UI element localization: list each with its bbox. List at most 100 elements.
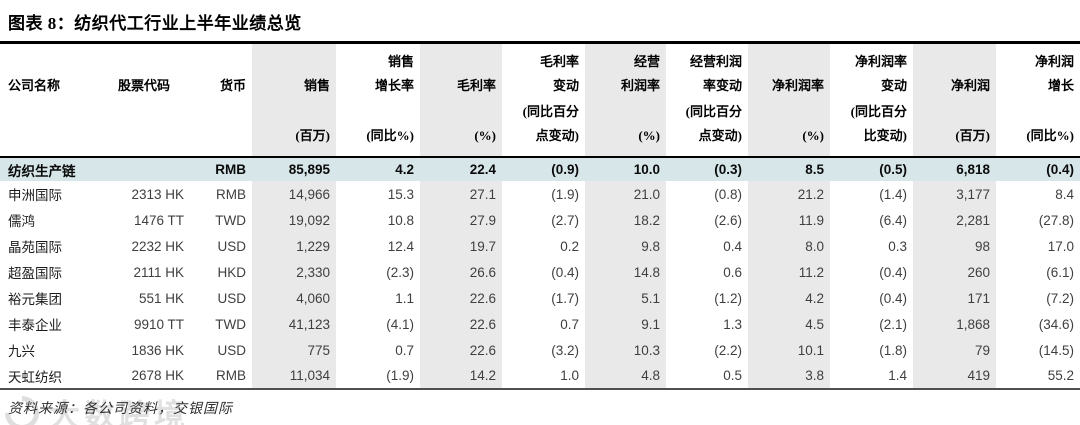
source-note: 资料来源：各公司资料，交银国际 (8, 402, 233, 418)
cell-sales: 11,034 (252, 363, 336, 390)
cell-gm_change: 0.2 (560, 238, 579, 254)
cell-currency: RMB (216, 186, 246, 202)
cell-sales: 41,123 (252, 311, 336, 338)
table-row: 九兴 1836 HK USD 775 0.7 22.6 (3.2) 10.3 (2.2) 10.1… (0, 337, 1080, 364)
cell-net_margin: 4.2 (748, 285, 830, 312)
cell-net_profit: 1,868 (913, 311, 996, 338)
col-unit: (同比百分 点变动) (685, 104, 742, 144)
title-underline (0, 41, 1080, 44)
summary-row: 纺织生产链 RMB 85,895 4.2 22.4 (0.9) 10.0 (0.3) 8.5 (0… (0, 157, 1080, 182)
cell-gm_change: (0.4) (551, 264, 579, 280)
cell-op_margin: 14.8 (585, 259, 666, 286)
cell-net_profit: 79 (913, 337, 996, 364)
cell-opm_change: (0.8) (714, 186, 742, 202)
col-unit: (同比百分 点变动) (522, 104, 579, 144)
col-label: 净利润 增长 (1034, 54, 1074, 94)
cell-gm_change: 1.0 (560, 368, 579, 384)
cell-net_profit: 260 (913, 259, 996, 286)
cell-net_margin: 21.2 (748, 181, 830, 208)
cell-nm_change: (0.4) (879, 290, 907, 306)
cell-sales: 2,330 (252, 259, 336, 286)
cell-sales: 4,060 (252, 285, 336, 312)
cell-op_margin: 5.1 (585, 285, 666, 312)
watermark: 大数跨境 (0, 388, 189, 425)
col-header-np-growth: 净利润 增长 (同比%) (996, 44, 1080, 157)
cell-gross_margin: 22.4 (469, 162, 496, 178)
col-unit (190, 100, 246, 148)
col-unit: (%) (474, 128, 496, 144)
cell-net_profit: 419 (913, 363, 996, 390)
cell-op_margin: 4.8 (585, 363, 666, 390)
col-label: 净利润率 (771, 78, 824, 94)
cell-gross_margin: 22.6 (420, 337, 502, 364)
cell-gross_margin: 27.9 (420, 207, 502, 234)
cell-gm_change: (1.7) (551, 290, 579, 306)
col-header-op-margin: 经营 利润率 (%) (585, 44, 666, 158)
col-header-nm-change: 净利润率 变动 (同比百分 比变动) (830, 44, 913, 157)
cell-currency: RMB (216, 368, 246, 384)
table-row: 儒鸿 1476 TT TWD 19,092 10.8 27.9 (2.7) 18.2 (2.6)… (0, 207, 1080, 234)
cell-net_profit: 6,818 (956, 162, 990, 178)
col-label: 股票代码 (118, 78, 171, 94)
cell-gm_change: (2.7) (551, 212, 579, 228)
cell-currency: TWD (215, 316, 246, 332)
cell-opm_change: (2.2) (714, 342, 742, 358)
cell-net_profit: 2,281 (913, 207, 996, 234)
cell-ticker: 2232 HK (131, 238, 184, 254)
col-label: 销售 (303, 78, 330, 94)
cell-gross_margin: 22.6 (420, 311, 502, 338)
cell-nm_change: (0.4) (879, 264, 907, 280)
col-header-company: 公司名称 (0, 44, 110, 157)
cell-gross_margin: 27.1 (420, 181, 502, 208)
col-header-gm-change: 毛利率 变动 (同比百分 点变动) (502, 44, 585, 157)
cell-np_growth: 8.4 (1055, 186, 1074, 202)
table-body: 纺织生产链 RMB 85,895 4.2 22.4 (0.9) 10.0 (0.3) 8.5 (0… (0, 157, 1080, 390)
cell-np_growth: (14.5) (1038, 342, 1074, 358)
cell-nm_change: (0.5) (879, 162, 907, 178)
cell-company: 丰泰企业 (8, 318, 62, 334)
cell-sales_growth: (1.9) (386, 368, 414, 384)
table-row: 裕元集团 551 HK USD 4,060 1.1 22.6 (1.7) 5.1 (1.2) 4.… (0, 285, 1080, 312)
cell-opm_change: 0.6 (723, 264, 742, 280)
cell-nm_change: (1.4) (879, 186, 907, 202)
cell-ticker: 551 HK (138, 290, 184, 306)
cell-opm_change: 0.5 (723, 368, 742, 384)
cell-gross_margin: 19.7 (420, 233, 502, 260)
col-label: 毛利率 (456, 78, 496, 94)
cell-currency: RMB (215, 162, 246, 178)
cell-nm_change: 0.3 (888, 238, 907, 254)
performance-table: 公司名称 股票代码 货币 销售 (百万) 销售 增长率 (同比%) (0, 44, 1080, 390)
table-row: 超盈国际 2111 HK HKD 2,330 (2.3) 26.6 (0.4) 14.8 0.6… (0, 259, 1080, 286)
cell-gm_change: 0.7 (560, 316, 579, 332)
cell-sales: 14,966 (252, 181, 336, 208)
cell-np_growth: (27.8) (1038, 212, 1074, 228)
cell-net_margin: 8.5 (805, 162, 824, 178)
cell-net_margin: 11.9 (748, 207, 830, 234)
cell-np_growth: 55.2 (1047, 368, 1074, 384)
cell-np_growth: (7.2) (1046, 290, 1074, 306)
cell-company: 天虹纺织 (8, 369, 62, 385)
cell-company: 晶苑国际 (8, 240, 62, 256)
cell-ticker: 2678 HK (131, 368, 184, 384)
cell-ticker: 1476 TT (133, 212, 184, 228)
col-label: 销售 增长率 (374, 54, 414, 94)
cell-net_margin: 3.8 (748, 363, 830, 390)
col-header-gross-margin: 毛利率 (%) (420, 44, 502, 158)
cell-ticker: 1836 HK (131, 342, 184, 358)
cell-sales_growth: 15.3 (387, 186, 414, 202)
col-unit: (百万) (295, 128, 330, 144)
table-row: 申洲国际 2313 HK RMB 14,966 15.3 27.1 (1.9) 21.0 (0.… (0, 181, 1080, 208)
col-label: 货币 (219, 78, 246, 94)
cell-gm_change: (1.9) (551, 186, 579, 202)
col-label: 净利润 (950, 78, 990, 94)
col-header-net-margin: 净利润率 (%) (748, 44, 830, 158)
col-unit (8, 100, 104, 148)
col-header-sales-growth: 销售 增长率 (同比%) (336, 44, 420, 157)
col-header-sales: 销售 (百万) (252, 44, 336, 158)
cell-gm_change: (0.9) (551, 162, 579, 178)
cell-net_margin: 11.2 (748, 259, 830, 286)
cell-sales_growth: 12.4 (387, 238, 414, 254)
cell-gross_margin: 14.2 (420, 363, 502, 390)
cell-ticker: 2313 HK (131, 186, 184, 202)
col-label: 毛利率 变动 (539, 54, 579, 94)
